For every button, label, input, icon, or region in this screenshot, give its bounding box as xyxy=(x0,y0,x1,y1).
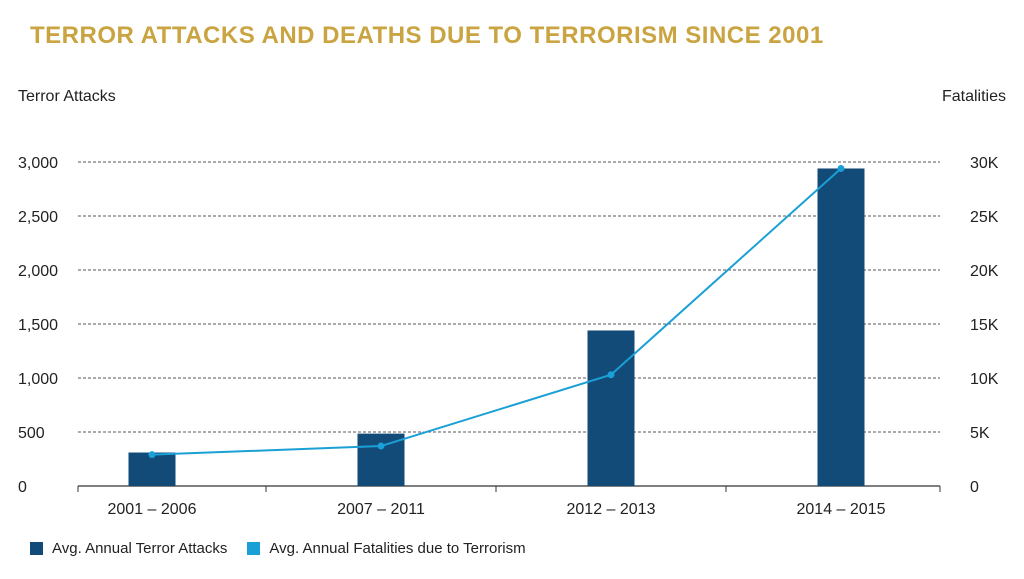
y-tick-left: 1,000 xyxy=(18,371,58,388)
y-tick-right: 30K xyxy=(970,155,999,172)
point-fatalities-4 xyxy=(837,164,845,172)
y-tick-right: 15K xyxy=(970,317,999,334)
y-tick-right: 0 xyxy=(970,479,979,496)
bar-attacks-3 xyxy=(587,330,635,486)
y-tick-left: 0 xyxy=(18,479,27,496)
x-tick-label: 2014 – 2015 xyxy=(797,501,886,518)
legend-swatch-fatalities xyxy=(247,542,261,555)
x-tick-label: 2001 – 2006 xyxy=(108,501,197,518)
bar-attacks-2 xyxy=(357,433,405,486)
point-fatalities-2 xyxy=(377,442,385,450)
y-tick-left: 1,500 xyxy=(18,317,58,334)
y-tick-right: 20K xyxy=(970,263,999,280)
line-fatalities xyxy=(151,167,842,456)
y-tick-right: 10K xyxy=(970,371,999,388)
y-tick-left: 500 xyxy=(18,425,45,442)
x-tick-label: 2012 – 2013 xyxy=(567,501,656,518)
y-tick-right: 5K xyxy=(970,425,990,442)
y-tick-left: 2,500 xyxy=(18,209,58,226)
y-tick-right: 25K xyxy=(970,209,999,226)
y-tick-left: 3,000 xyxy=(18,155,58,172)
point-fatalities-1 xyxy=(148,451,156,459)
legend-swatch-attacks xyxy=(30,542,43,555)
legend: Avg. Annual Terror Attacks Avg. Annual F… xyxy=(30,540,546,557)
chart-title: TERROR ATTACKS AND DEATHS DUE TO TERRORI… xyxy=(30,22,824,49)
y-axis-right-title: Fatalities xyxy=(942,88,1006,105)
legend-label-fatalities: Avg. Annual Fatalities due to Terrorism xyxy=(269,540,526,557)
y-axis-left-title: Terror Attacks xyxy=(18,88,116,105)
point-fatalities-3 xyxy=(607,371,615,379)
legend-item-fatalities: Avg. Annual Fatalities due to Terrorism xyxy=(247,540,526,557)
legend-item-attacks: Avg. Annual Terror Attacks xyxy=(30,540,227,557)
bar-attacks-4 xyxy=(817,168,865,487)
x-tick-label: 2007 – 2011 xyxy=(337,501,425,518)
legend-label-attacks: Avg. Annual Terror Attacks xyxy=(52,540,228,557)
y-tick-left: 2,000 xyxy=(18,263,58,280)
